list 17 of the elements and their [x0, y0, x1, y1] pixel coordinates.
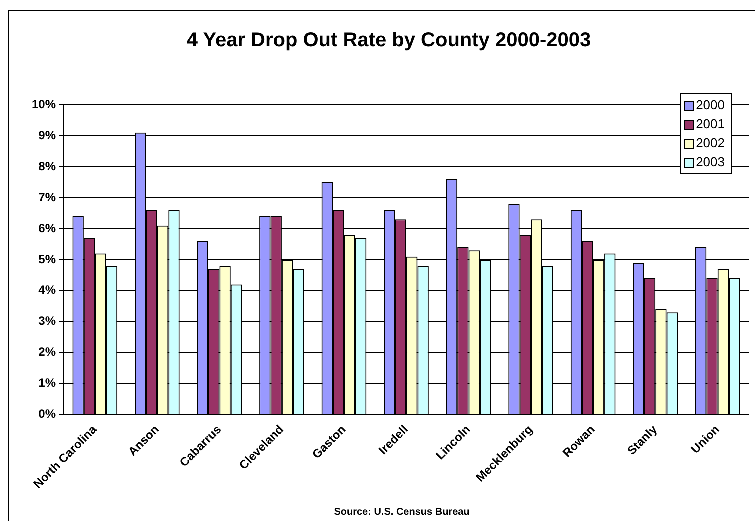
y-tick-label: 4% — [38, 283, 56, 298]
y-tick-label: 5% — [38, 252, 56, 266]
y-tick-label: 6% — [38, 221, 56, 236]
chart-title: 4 Year Drop Out Rate by County 2000-2003 — [186, 30, 592, 52]
legend-label: 2003 — [696, 154, 725, 170]
y-tick-label: 2% — [38, 345, 56, 360]
y-tick-label: 7% — [38, 190, 56, 204]
legend-label: 2000 — [696, 98, 725, 113]
y-tick-label: 8% — [38, 159, 56, 174]
source-note: Source: U.S. Census Bureau — [334, 506, 470, 518]
legend-label: 2001 — [696, 116, 725, 132]
y-tick-label: 10% — [32, 97, 56, 112]
y-tick-label: 3% — [38, 314, 56, 328]
legend-label: 2002 — [696, 136, 725, 151]
y-tick-label: 9% — [38, 128, 56, 142]
y-tick-label: 0% — [38, 407, 56, 422]
y-tick-label: 1% — [38, 376, 56, 390]
